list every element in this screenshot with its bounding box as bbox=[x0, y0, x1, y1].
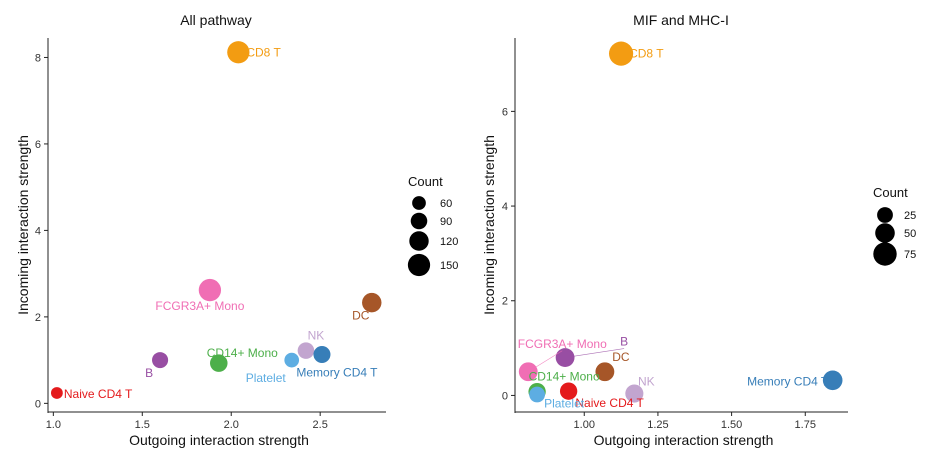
legend-size-label: 50 bbox=[904, 228, 916, 240]
point-label-fcgr3a-mono: FCGR3A+ Mono bbox=[155, 299, 244, 313]
point-label-cd8-t: CD8 T bbox=[629, 47, 664, 61]
y-tick-label: 2 bbox=[502, 296, 508, 308]
legend-title: Count bbox=[408, 174, 443, 189]
legend-size-label: 25 bbox=[904, 210, 916, 222]
x-tick-label: 2.5 bbox=[313, 419, 328, 431]
legend-title: Count bbox=[873, 185, 908, 200]
point-cd8-t bbox=[227, 41, 250, 64]
x-tick-label: 1.0 bbox=[46, 419, 61, 431]
legend-size-circle bbox=[410, 212, 428, 230]
point-label-dc: DC bbox=[352, 309, 370, 323]
legend-size-circle bbox=[412, 196, 426, 210]
legend-size-label: 60 bbox=[440, 198, 452, 210]
legend-size-label: 150 bbox=[440, 260, 458, 272]
y-tick-label: 6 bbox=[502, 106, 508, 118]
size-legend: Count 60 90 120 150 bbox=[407, 174, 458, 277]
panel-title: MIF and MHC-I bbox=[633, 12, 729, 28]
legend-size-circle bbox=[873, 242, 897, 266]
point-naive-cd4-t bbox=[559, 382, 578, 400]
x-axis-title: Outgoing interaction strength bbox=[594, 432, 774, 448]
point-memory-cd4-t bbox=[313, 345, 331, 364]
legend-size-label: 75 bbox=[904, 249, 916, 261]
point-cd14-mono bbox=[210, 354, 228, 372]
x-tick-label: 1.50 bbox=[721, 419, 742, 431]
point-label-cd14-mono: CD14+ Mono bbox=[529, 370, 600, 384]
point-label-nk: NK bbox=[638, 375, 655, 389]
point-memory-cd4-t bbox=[822, 370, 843, 391]
point-platelet bbox=[529, 386, 546, 403]
point-platelet bbox=[284, 352, 300, 368]
y-tick-label: 4 bbox=[35, 225, 41, 237]
point-label-naive-cd4-t: Naive CD4 T bbox=[64, 387, 133, 401]
x-axis-title: Outgoing interaction strength bbox=[129, 432, 309, 448]
point-label-nk: NK bbox=[308, 329, 325, 343]
point-naive-cd4-t bbox=[50, 387, 63, 399]
point-label-b: B bbox=[620, 335, 628, 349]
point-label-b: B bbox=[145, 366, 153, 380]
point-label-cd8-t: CD8 T bbox=[246, 45, 281, 59]
legend-size-circle bbox=[877, 207, 893, 223]
x-tick-label: 2.0 bbox=[224, 419, 239, 431]
point-nk bbox=[297, 342, 315, 359]
point-dc bbox=[362, 292, 382, 313]
point-fcgr3a-mono bbox=[518, 362, 538, 382]
label-leader-line bbox=[565, 348, 625, 358]
point-label-cd14-mono: CD14+ Mono bbox=[207, 346, 278, 360]
y-tick-label: 2 bbox=[35, 312, 41, 324]
legend-size-label: 120 bbox=[440, 236, 458, 248]
legend-size-circle bbox=[875, 223, 895, 243]
point-label-memory-cd4-t: Memory CD4 T bbox=[296, 365, 378, 379]
point-b bbox=[555, 348, 575, 367]
point-label-memory-cd4-t: Memory CD4 T bbox=[747, 374, 829, 388]
point-label-platelet: Platelet bbox=[246, 371, 287, 385]
y-tick-label: 4 bbox=[502, 201, 508, 213]
y-tick-label: 0 bbox=[502, 390, 508, 402]
y-axis-title: Incoming interaction strength bbox=[15, 135, 31, 315]
point-label-naive-cd4-t: Naive CD4 T bbox=[575, 396, 644, 410]
point-cd8-t bbox=[609, 41, 634, 66]
x-tick-label: 1.25 bbox=[647, 419, 668, 431]
x-tick-label: 1.5 bbox=[135, 419, 150, 431]
legend-size-circle bbox=[407, 253, 431, 277]
x-tick-label: 1.75 bbox=[795, 419, 816, 431]
legend-size-circle bbox=[409, 231, 429, 251]
point-b bbox=[152, 352, 169, 369]
panel-2: MIF and MHC-I 1.00 1.25 1.50 1.75 0 2 4 6 Outgoin… bbox=[481, 12, 916, 448]
legend-size-label: 90 bbox=[440, 216, 452, 228]
x-tick-label: 1.00 bbox=[574, 419, 595, 431]
panel-1: All pathway 1.0 1.5 2.0 2.5 0 2 4 6 8 Outgoing int… bbox=[15, 12, 458, 448]
point-label-platelet: Platelet bbox=[544, 396, 585, 410]
point-label-fcgr3a-mono: FCGR3A+ Mono bbox=[518, 337, 607, 351]
y-tick-label: 8 bbox=[35, 52, 41, 64]
y-tick-label: 6 bbox=[35, 139, 41, 151]
y-tick-label: 0 bbox=[35, 398, 41, 410]
size-legend: Count 25 50 75 bbox=[873, 185, 916, 266]
point-label-dc: DC bbox=[612, 350, 630, 364]
point-fcgr3a-mono bbox=[198, 278, 222, 302]
panel-title: All pathway bbox=[180, 12, 252, 28]
y-axis-title: Incoming interaction strength bbox=[481, 135, 497, 315]
point-dc bbox=[595, 362, 615, 382]
point-nk bbox=[625, 384, 644, 403]
